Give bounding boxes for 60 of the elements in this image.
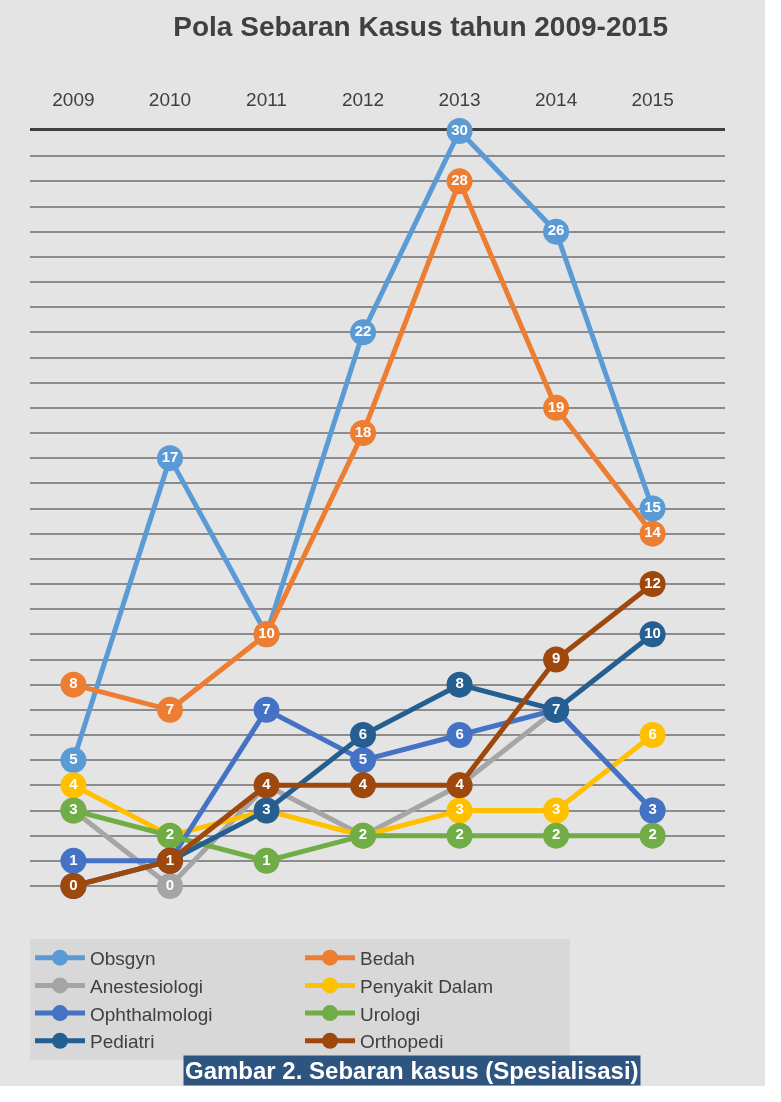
x-tick-label: 2014: [534, 89, 578, 111]
data-label: 3: [455, 800, 464, 818]
data-label: 3: [262, 800, 271, 818]
data-label: 18: [354, 422, 372, 440]
data-label: 9: [551, 649, 561, 667]
data-label: 3: [648, 800, 657, 818]
legend-label: Orthopedi: [360, 1031, 444, 1053]
data-label: 30: [451, 120, 468, 138]
data-label: 8: [455, 674, 464, 692]
x-tick-label: 2011: [246, 89, 287, 111]
data-label: 19: [547, 397, 565, 415]
data-label: 3: [551, 800, 561, 818]
data-label: 12: [644, 573, 661, 591]
data-label: 10: [258, 624, 275, 642]
legend-label: Pediatri: [90, 1031, 155, 1053]
legend-label: Ophthalmologi: [90, 1003, 213, 1025]
data-label: 10: [644, 624, 661, 642]
data-label: 4: [455, 775, 465, 793]
data-label: 2: [455, 825, 464, 843]
chart-title: Pola Sebaran Kasus tahun 2009-2015: [173, 10, 669, 42]
data-label: 4: [262, 775, 272, 793]
data-label: 2: [358, 825, 368, 843]
point: [253, 696, 280, 723]
data-label: 8: [69, 674, 78, 692]
data-label: 17: [161, 447, 179, 465]
text: Gambar 2. Sebaran kasus (Spesialisasi): [185, 1057, 639, 1084]
legend-label: Anestesiologi: [90, 975, 204, 997]
x-tick-label: 2010: [148, 89, 192, 111]
x-tick-label: 2015: [631, 89, 674, 111]
data-label: 26: [547, 221, 565, 239]
data-label: 6: [358, 724, 368, 742]
x-tick-label: 2012: [341, 89, 385, 111]
data-label: 0: [69, 875, 78, 893]
x-tick-label: 2013: [438, 89, 481, 111]
data-label: 7: [551, 699, 561, 717]
x-tick-label: 2009: [52, 89, 95, 111]
data-label: 14: [644, 523, 662, 541]
legend-label: Bedah: [360, 948, 415, 970]
data-label: 4: [358, 775, 368, 793]
data-label: 2: [165, 825, 175, 843]
data-label: 1: [69, 850, 78, 868]
data-label: 5: [69, 749, 78, 767]
legend-label: Penyakit Dalam: [360, 975, 494, 997]
legend-label: Obsgyn: [90, 948, 156, 970]
data-label: 28: [451, 171, 468, 189]
data-label: 0: [165, 875, 175, 893]
data-label: 5: [358, 749, 368, 767]
data-label: 2: [648, 825, 657, 843]
data-label: 1: [262, 850, 271, 868]
data-label: 1: [165, 850, 175, 868]
legend-label: Urologi: [360, 1003, 421, 1025]
data-label: 22: [354, 322, 372, 340]
data-label: 3: [69, 800, 78, 818]
data-label: 4: [69, 775, 79, 793]
data-label: 7: [262, 699, 271, 717]
data-label: 7: [165, 699, 175, 717]
data-label: 6: [455, 724, 464, 742]
data-label: 6: [648, 724, 657, 742]
data-label: 15: [644, 498, 661, 516]
data-label: 2: [551, 825, 561, 843]
